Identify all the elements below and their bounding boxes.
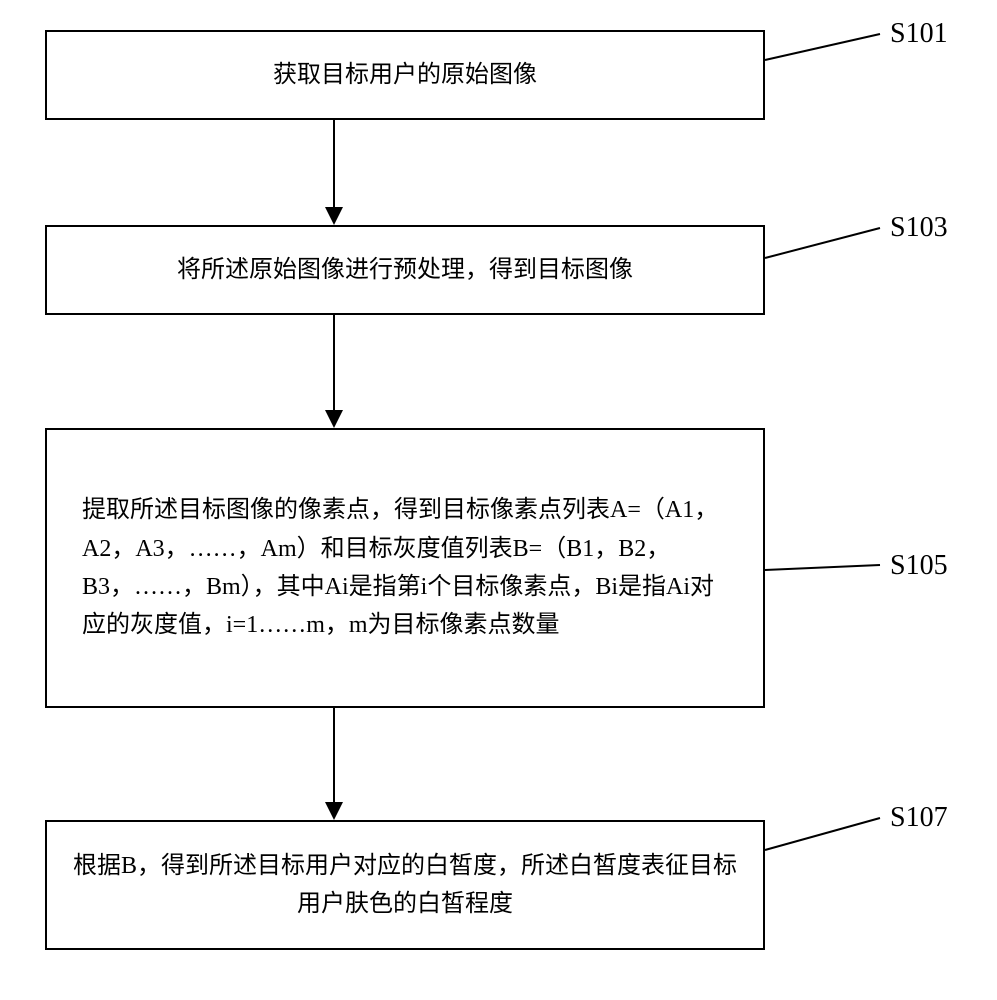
flow-label-s107: S107 — [890, 802, 948, 834]
flow-label-s101: S101 — [890, 18, 948, 50]
flow-node-s107: 根据B，得到所述目标用户对应的白皙度，所述白皙度表征目标用户肤色的白皙程度 — [45, 820, 765, 950]
flow-node-s103: 将所述原始图像进行预处理，得到目标图像 — [45, 225, 765, 315]
flow-edge-1-line — [333, 120, 335, 207]
flow-node-s103-text: 将所述原始图像进行预处理，得到目标图像 — [157, 251, 653, 289]
flow-node-s105-text: 提取所述目标图像的像素点，得到目标像素点列表A=（A1，A2，A3，……，Am）… — [47, 491, 763, 645]
flow-node-s101-text: 获取目标用户的原始图像 — [253, 56, 557, 94]
flow-edge-2-head — [325, 410, 343, 428]
flow-label-s105: S105 — [890, 550, 948, 582]
flow-edge-1-head — [325, 207, 343, 225]
flow-edge-2-line — [333, 315, 335, 410]
flow-edge-3-head — [325, 802, 343, 820]
flow-edge-3-line — [333, 708, 335, 802]
flow-node-s105: 提取所述目标图像的像素点，得到目标像素点列表A=（A1，A2，A3，……，Am）… — [45, 428, 765, 708]
flow-node-s107-text: 根据B，得到所述目标用户对应的白皙度，所述白皙度表征目标用户肤色的白皙程度 — [47, 847, 763, 924]
flow-node-s101: 获取目标用户的原始图像 — [45, 30, 765, 120]
flow-label-s103: S103 — [890, 212, 948, 244]
